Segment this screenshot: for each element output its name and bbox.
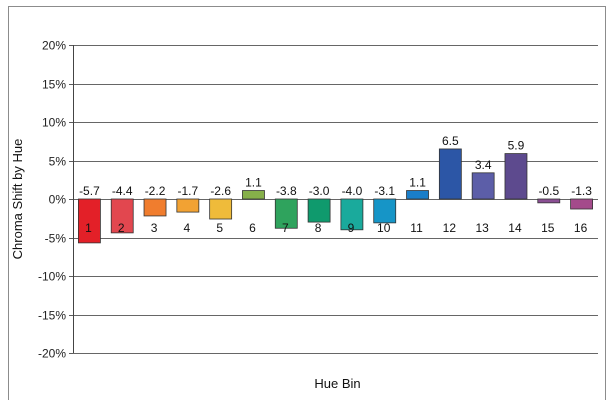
- bars: [78, 148, 593, 244]
- bar: [373, 198, 397, 224]
- y-tick-label: -10%: [38, 270, 66, 284]
- y-tick-label: 10%: [42, 116, 66, 130]
- data-labels: -5.7 -4.4 -2.2 -1.7 -2.6 1.1 -3.8 -3.0 -4.0 -3.1 1…: [79, 134, 592, 198]
- data-label: -3.1: [374, 184, 395, 198]
- data-label: -4.0: [342, 184, 363, 198]
- data-label: -5.7: [79, 184, 100, 198]
- bar: [504, 153, 528, 200]
- data-label: -1.7: [178, 184, 199, 198]
- category-label: 2: [118, 221, 125, 235]
- category-label: 1: [85, 221, 92, 235]
- data-label: -3.0: [309, 184, 330, 198]
- category-label: 7: [282, 221, 289, 235]
- bar: [471, 172, 495, 200]
- bar: [274, 198, 298, 229]
- category-label: 3: [151, 221, 158, 235]
- y-axis-ticks: 20% 15% 10% 5% 0% -5% -10% -15% -20%: [38, 39, 73, 361]
- y-tick-label: 5%: [49, 155, 67, 169]
- data-label: -1.3: [571, 184, 592, 198]
- y-tick-label: 15%: [42, 78, 66, 92]
- x-axis-label: Hue Bin: [314, 376, 360, 391]
- category-label: 15: [541, 221, 555, 235]
- category-label: 16: [574, 221, 588, 235]
- y-tick-label: -15%: [38, 309, 66, 323]
- bar: [110, 198, 134, 234]
- bar: [78, 198, 101, 244]
- category-label: 11: [410, 221, 423, 235]
- category-labels: 1 2 3 4 5 6 7 8 9 10 11 12 13 14 15 16: [85, 221, 588, 235]
- y-tick-label: 20%: [42, 39, 66, 53]
- category-label: 5: [216, 221, 223, 235]
- bar: [209, 198, 233, 220]
- data-label: 5.9: [508, 139, 525, 153]
- bar: [406, 190, 429, 200]
- category-label: 10: [377, 221, 391, 235]
- y-tick-label: -20%: [38, 347, 66, 361]
- bar: [307, 198, 331, 223]
- category-label: 14: [508, 221, 522, 235]
- category-label: 9: [348, 221, 355, 235]
- category-label: 6: [249, 221, 256, 235]
- bar: [242, 190, 265, 200]
- chart-frame: [8, 6, 606, 400]
- y-axis-label: Chroma Shift by Hue: [10, 139, 25, 260]
- data-label: -2.2: [145, 184, 166, 198]
- y-tick-label: -5%: [45, 232, 67, 246]
- data-label: 1.1: [409, 176, 426, 190]
- data-label: -4.4: [112, 184, 133, 198]
- bar: [176, 198, 200, 213]
- bar: [438, 148, 462, 200]
- category-label: 8: [315, 221, 322, 235]
- category-label: 4: [184, 221, 191, 235]
- bar: [143, 198, 167, 217]
- bar: [340, 198, 364, 231]
- bar: [570, 198, 593, 210]
- data-label: 1.1: [245, 176, 262, 190]
- data-label: 3.4: [475, 158, 492, 172]
- data-label: -0.5: [538, 184, 559, 198]
- category-label: 13: [475, 221, 489, 235]
- bar: [537, 198, 561, 204]
- category-label: 12: [443, 221, 457, 235]
- data-label: -3.8: [276, 184, 297, 198]
- y-tick-label: 0%: [49, 193, 67, 207]
- data-label: -2.6: [210, 184, 231, 198]
- data-label: 6.5: [442, 134, 459, 148]
